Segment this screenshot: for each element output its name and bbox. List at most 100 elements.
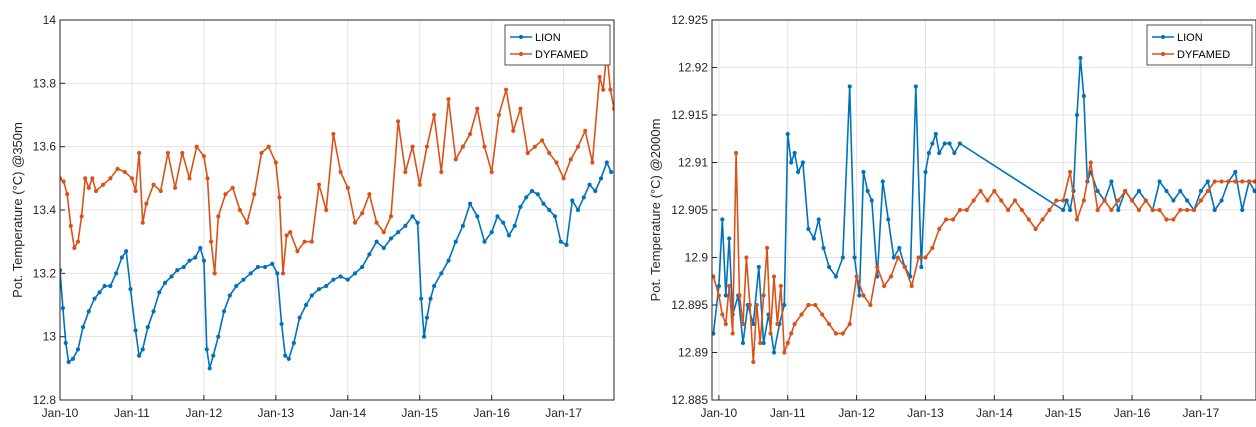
data-point bbox=[775, 321, 780, 327]
data-point bbox=[122, 169, 127, 175]
data-point bbox=[1185, 207, 1190, 213]
data-point bbox=[754, 302, 759, 308]
data-point bbox=[331, 277, 336, 282]
data-point bbox=[173, 185, 178, 190]
data-point bbox=[61, 179, 66, 184]
data-point bbox=[880, 179, 885, 184]
data-point bbox=[865, 188, 870, 194]
data-point bbox=[453, 157, 458, 162]
data-point bbox=[151, 182, 156, 187]
y-tick-label: 12.8 bbox=[33, 393, 57, 407]
data-point bbox=[460, 144, 466, 149]
data-point bbox=[216, 214, 221, 219]
data-point bbox=[888, 274, 894, 279]
data-point bbox=[720, 217, 725, 222]
data-point bbox=[303, 302, 309, 308]
data-point bbox=[1102, 198, 1107, 203]
data-point bbox=[92, 296, 97, 301]
data-point bbox=[86, 185, 91, 190]
data-point bbox=[432, 112, 437, 118]
data-point bbox=[734, 150, 739, 156]
data-point bbox=[495, 214, 500, 219]
data-point bbox=[930, 245, 935, 251]
data-point bbox=[1212, 207, 1217, 213]
data-point bbox=[468, 131, 473, 137]
data-point bbox=[524, 195, 529, 200]
data-point bbox=[1226, 179, 1231, 184]
data-point bbox=[937, 226, 942, 232]
data-point bbox=[460, 223, 466, 228]
data-point bbox=[367, 252, 372, 257]
data-point bbox=[137, 150, 142, 156]
data-point bbox=[897, 245, 902, 251]
data-point bbox=[262, 264, 268, 270]
data-point bbox=[157, 290, 162, 295]
data-point bbox=[230, 185, 235, 190]
data-point bbox=[345, 185, 350, 190]
data-point bbox=[541, 201, 546, 206]
series-dyfamed bbox=[712, 150, 1256, 365]
data-point bbox=[552, 214, 558, 219]
data-point bbox=[302, 239, 307, 244]
x-tick-label: Jan-10 bbox=[701, 406, 738, 420]
data-point bbox=[252, 192, 257, 197]
x-tick-label: Jan-14 bbox=[329, 406, 366, 420]
legend-marker bbox=[1160, 34, 1166, 40]
legend-marker bbox=[518, 51, 524, 57]
data-point bbox=[133, 188, 138, 194]
data-point bbox=[424, 315, 430, 320]
data-point bbox=[1116, 198, 1121, 203]
data-point bbox=[169, 274, 174, 279]
x-tick-label: Jan-17 bbox=[545, 406, 582, 420]
data-point bbox=[723, 321, 728, 327]
data-point bbox=[875, 264, 880, 270]
data-point bbox=[598, 176, 604, 181]
chart-panel-2: Jan-10 Jan-11 Jan-12 Jan-13 Jan-14 Jan-15 Jan-… bbox=[648, 13, 1256, 420]
data-point bbox=[453, 239, 458, 244]
data-point bbox=[108, 283, 113, 289]
data-point bbox=[475, 106, 480, 111]
data-point bbox=[1033, 226, 1038, 232]
legend-marker bbox=[1160, 51, 1166, 57]
data-point bbox=[201, 154, 206, 159]
legend-marker bbox=[518, 34, 524, 40]
data-point bbox=[83, 176, 88, 181]
data-point bbox=[403, 223, 408, 228]
data-point bbox=[916, 255, 921, 260]
data-point bbox=[66, 359, 71, 365]
data-point bbox=[1088, 160, 1093, 165]
data-point bbox=[992, 188, 997, 194]
data-point bbox=[277, 195, 282, 200]
data-point bbox=[913, 84, 918, 89]
data-point bbox=[511, 128, 516, 133]
data-point bbox=[295, 249, 300, 254]
data-point bbox=[1074, 217, 1080, 222]
data-point bbox=[324, 283, 329, 289]
data-point bbox=[244, 220, 250, 225]
data-point bbox=[475, 214, 480, 219]
data-point bbox=[381, 230, 386, 235]
data-point bbox=[737, 293, 742, 298]
data-point bbox=[751, 359, 756, 365]
data-point bbox=[532, 144, 537, 149]
data-point bbox=[119, 255, 124, 260]
data-point bbox=[115, 166, 120, 171]
data-point bbox=[63, 340, 68, 346]
data-point bbox=[720, 312, 725, 317]
data-point bbox=[782, 350, 787, 355]
data-point bbox=[331, 131, 336, 137]
data-point bbox=[761, 293, 766, 298]
data-point bbox=[795, 169, 801, 175]
data-point bbox=[259, 150, 264, 156]
data-point bbox=[558, 239, 563, 244]
data-point bbox=[208, 239, 214, 244]
legend-box bbox=[1146, 24, 1253, 66]
data-point bbox=[144, 201, 149, 206]
data-point bbox=[581, 195, 586, 200]
data-point bbox=[316, 182, 322, 187]
data-point bbox=[140, 220, 145, 225]
data-point bbox=[1240, 207, 1245, 213]
data-point bbox=[1191, 207, 1197, 213]
x-tick-label: Jan-12 bbox=[186, 406, 223, 420]
data-point bbox=[352, 271, 358, 276]
